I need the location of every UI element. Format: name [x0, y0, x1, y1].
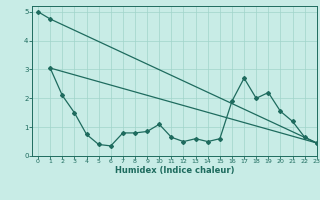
X-axis label: Humidex (Indice chaleur): Humidex (Indice chaleur) — [115, 166, 234, 175]
